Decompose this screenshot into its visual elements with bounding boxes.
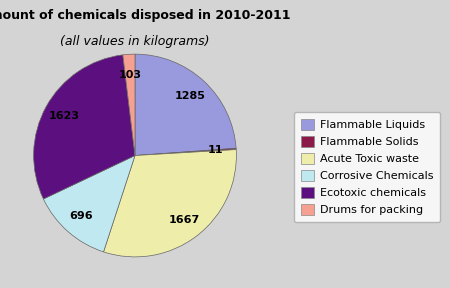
Text: 103: 103 bbox=[119, 70, 142, 79]
Text: 696: 696 bbox=[70, 211, 93, 221]
Text: 1623: 1623 bbox=[49, 111, 80, 121]
Text: (all values in kilograms): (all values in kilograms) bbox=[60, 35, 210, 48]
Wedge shape bbox=[135, 54, 236, 156]
Wedge shape bbox=[135, 148, 236, 156]
Text: 1285: 1285 bbox=[175, 91, 206, 101]
Text: 11: 11 bbox=[208, 145, 224, 155]
Text: Amount of chemicals disposed in 2010-2011: Amount of chemicals disposed in 2010-201… bbox=[0, 9, 290, 22]
Wedge shape bbox=[104, 149, 236, 257]
Legend: Flammable Liquids, Flammable Solids, Acute Toxic waste, Corrosive Chemicals, Eco: Flammable Liquids, Flammable Solids, Acu… bbox=[294, 112, 440, 222]
Wedge shape bbox=[34, 55, 135, 199]
Wedge shape bbox=[43, 156, 135, 252]
Text: 1667: 1667 bbox=[169, 215, 200, 225]
Wedge shape bbox=[123, 54, 135, 156]
